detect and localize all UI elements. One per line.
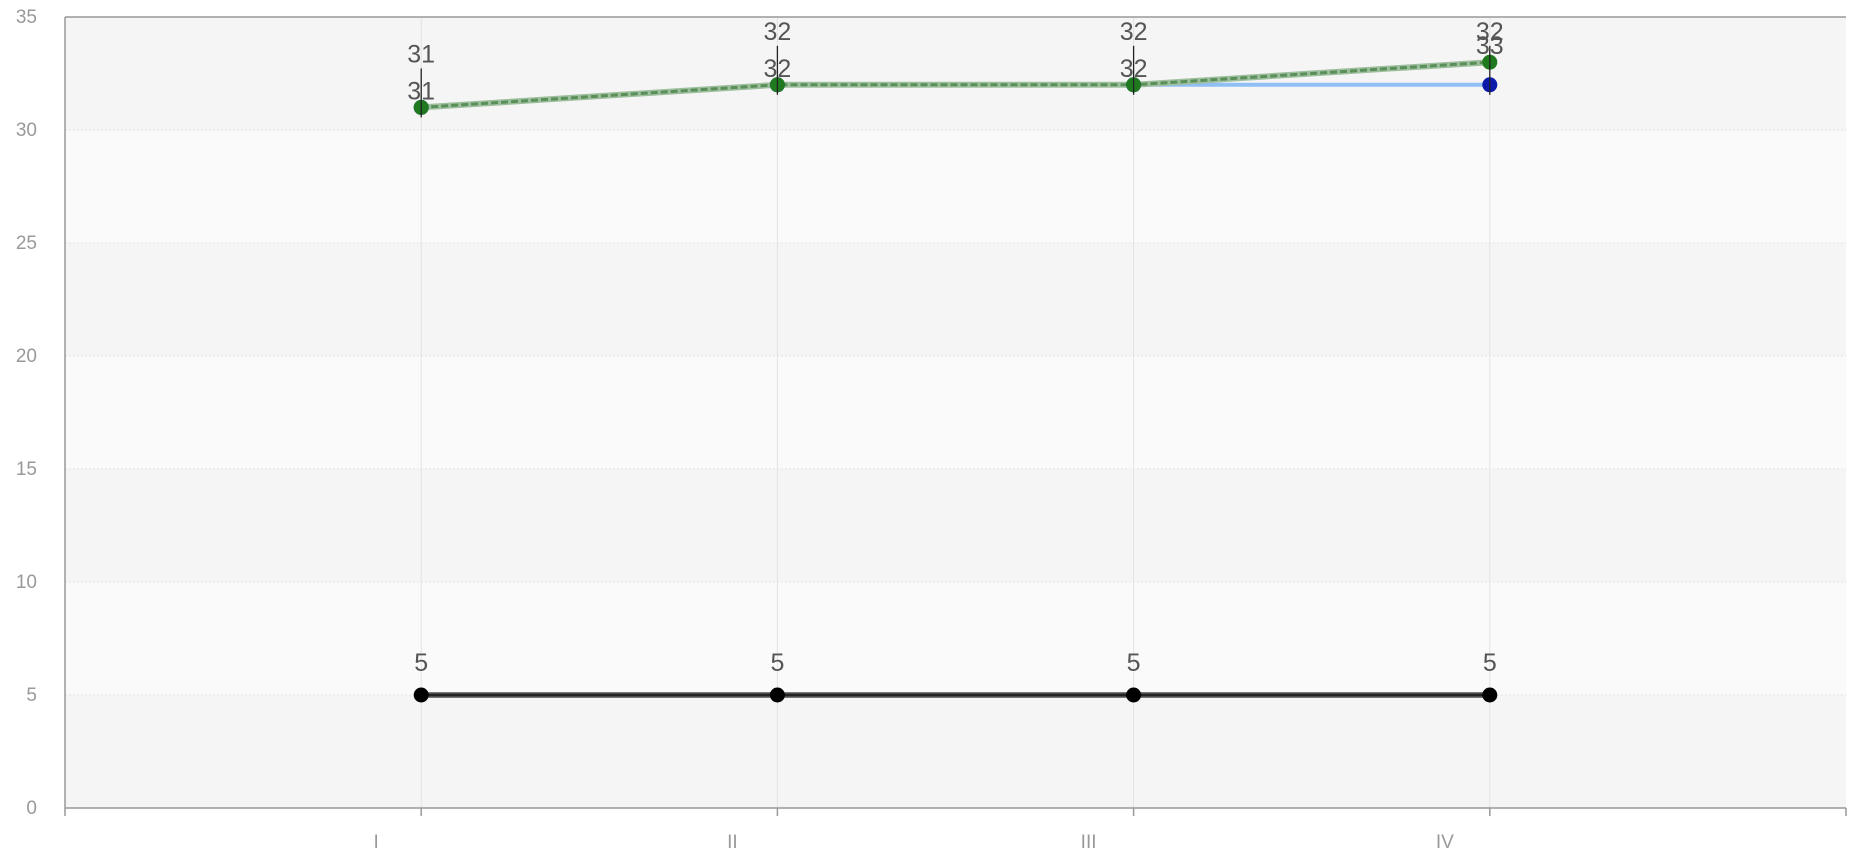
plot-band (65, 695, 1846, 808)
y-tick-label: 10 (16, 572, 37, 593)
series-layer (413, 54, 1498, 703)
plot-band (65, 130, 1846, 243)
y-tick-label: 25 (16, 233, 37, 254)
y-tick-label: 35 (16, 7, 37, 28)
data-label-black: 5 (1127, 649, 1141, 677)
annotation-label: 32 (1120, 18, 1148, 46)
plot-band (65, 469, 1846, 582)
x-tick-label: IV (1436, 832, 1454, 853)
data-point-black (1126, 687, 1142, 703)
plot-band (65, 243, 1846, 356)
axes (64, 16, 1847, 816)
y-tick-label: 20 (16, 346, 37, 367)
plot-background-bands (65, 17, 1846, 808)
annotation-label: 32 (763, 18, 791, 46)
plot-band (65, 356, 1846, 469)
annotations-layer: 31 32 32 32 (407, 18, 1504, 118)
x-tick-label: II (727, 832, 738, 853)
x-tick-label: III (1081, 832, 1097, 853)
data-label-green: 31 (407, 77, 435, 105)
y-axis-ticks: 0 5 10 15 20 25 30 35 (16, 7, 37, 819)
data-point-black (413, 687, 429, 703)
plot-band (65, 17, 1846, 130)
x-tick-label: I (374, 832, 379, 853)
data-label-black: 5 (1483, 649, 1497, 677)
data-label-green: 33 (1476, 32, 1504, 60)
y-tick-label: 15 (16, 459, 37, 480)
data-point-black (1482, 687, 1498, 703)
data-labels-layer: 31 32 32 33 5 5 5 5 (407, 32, 1503, 677)
annotation-label: 31 (407, 40, 435, 68)
series-line-green (421, 60, 1490, 109)
y-tick-label: 0 (26, 798, 37, 819)
data-label-green: 32 (763, 55, 791, 83)
x-axis-ticks: I II III IV (374, 832, 1455, 853)
data-label-black: 5 (770, 649, 784, 677)
data-label-black: 5 (414, 649, 428, 677)
annotation-label: 32 (1476, 18, 1504, 46)
data-label-green: 32 (1120, 55, 1148, 83)
data-point-black (769, 687, 785, 703)
plot-band (65, 582, 1846, 695)
y-tick-label: 5 (26, 685, 37, 706)
y-tick-label: 30 (16, 120, 37, 141)
